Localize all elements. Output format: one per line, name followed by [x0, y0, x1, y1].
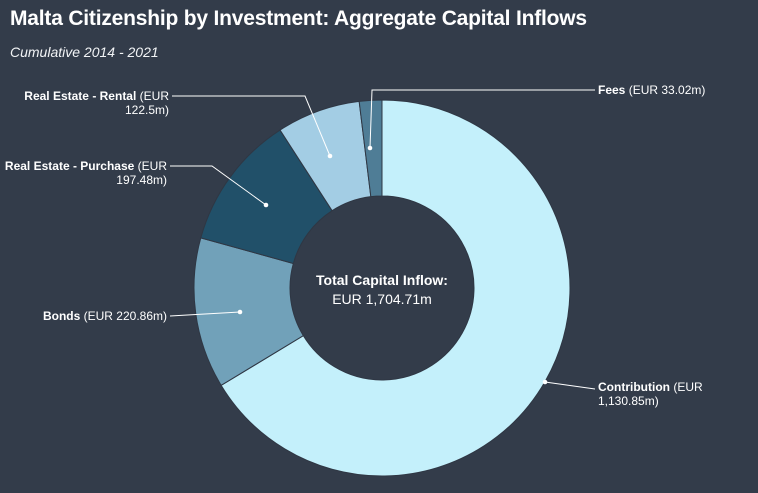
slice-label: Fees (EUR 33.02m) — [598, 83, 705, 97]
leader-dot — [367, 145, 373, 151]
slice-label-value: (EUR — [670, 380, 703, 394]
slice-label-value: 197.48m) — [116, 173, 167, 187]
slice-label-name: Real Estate - Purchase — [5, 159, 135, 173]
leader-dot — [542, 379, 548, 385]
slice-label: Real Estate - Purchase (EUR 197.48m) — [5, 159, 167, 187]
leader-line — [170, 165, 267, 206]
slice-label-value: 1,130.85m) — [598, 394, 659, 408]
slice-label-value: (EUR 33.02m) — [625, 83, 705, 97]
slice-label-name: Real Estate - Rental — [24, 89, 136, 103]
slice-label-value: 122.5m) — [125, 103, 169, 117]
leader-dot — [237, 309, 243, 315]
slice-label-name: Fees — [598, 83, 626, 97]
center-value: EUR 1,704.71m — [332, 291, 432, 307]
slice-label-name: Bonds — [43, 309, 81, 323]
leader-dot — [263, 202, 269, 208]
slice-label: Real Estate - Rental (EUR 122.5m) — [24, 89, 169, 117]
slice-label-value: (EUR — [134, 159, 167, 173]
slice-label-name: Contribution — [598, 380, 670, 394]
slice-label-value: (EUR — [136, 89, 169, 103]
center-label: Total Capital Inflow: — [316, 272, 448, 288]
chart-title: Malta Citizenship by Investment: Aggrega… — [10, 7, 587, 30]
chart-subtitle: Cumulative 2014 - 2021 — [10, 44, 159, 60]
slice-label: Bonds (EUR 220.86m) — [43, 309, 167, 323]
leader-line — [169, 311, 241, 317]
leader-line — [172, 95, 331, 157]
slice-label: Contribution (EUR 1,130.85m) — [598, 380, 703, 408]
leader-line — [544, 381, 596, 390]
leader-line — [369, 89, 595, 149]
slice-contribution — [220, 99, 571, 477]
slice-label-value: (EUR 220.86m) — [80, 309, 167, 323]
leader-dot — [327, 153, 333, 159]
